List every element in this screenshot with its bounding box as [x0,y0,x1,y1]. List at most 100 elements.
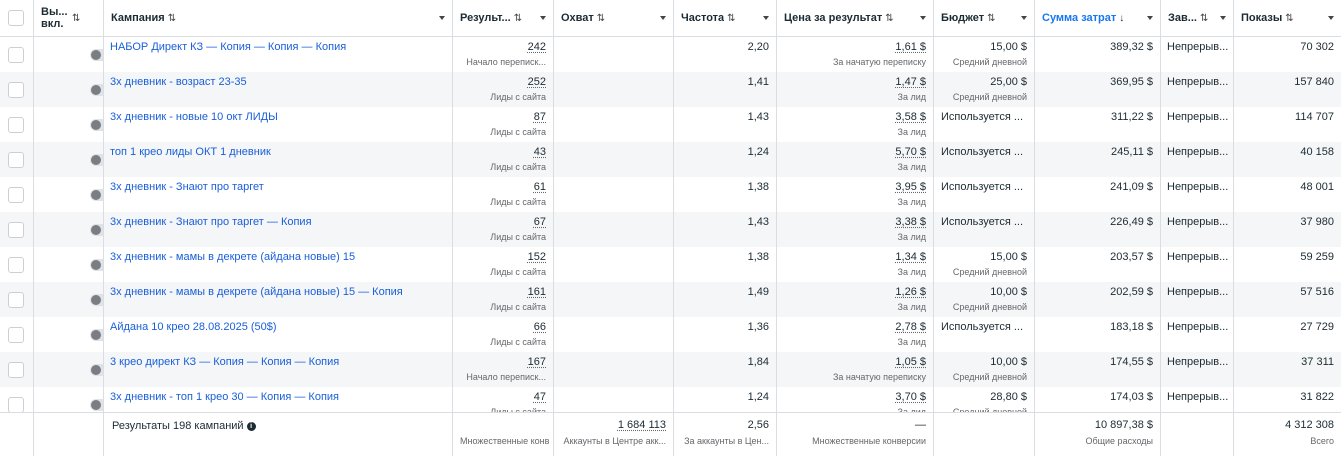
campaign-name-link[interactable]: 3х дневник - мамы в декрете (айдана новы… [110,251,355,263]
caret-down-icon[interactable] [1328,16,1334,20]
results-value[interactable]: 161 [528,286,546,298]
summary-reach-value[interactable]: 1 684 113 [618,419,666,431]
cpr-value[interactable]: 1,47 $ [895,76,926,88]
header-impressions[interactable]: Показы ⇅ [1234,0,1341,36]
campaign-toggle[interactable] [90,224,104,236]
results-value[interactable]: 87 [534,111,546,123]
caret-down-icon[interactable] [439,16,445,20]
results-value[interactable]: 252 [528,76,546,88]
campaign-name-link[interactable]: 3х дневник - топ 1 крео 30 — Копия — Коп… [110,391,339,403]
row-results-cell: 161 Лиды с сайта [453,282,554,317]
header-ends[interactable]: Зав... ⇅ [1161,0,1234,36]
table-row[interactable]: 3 крео директ КЗ — Копия — Копия — Копия… [0,352,1341,387]
results-value[interactable]: 43 [534,146,546,158]
info-icon[interactable]: i [247,422,256,431]
cpr-value[interactable]: 1,34 $ [895,251,926,263]
campaign-name-link[interactable]: 3х дневник - Знают про таргет [110,181,264,193]
row-checkbox[interactable] [8,397,24,413]
row-checkbox[interactable] [8,292,24,308]
campaign-toggle[interactable] [90,399,104,411]
results-value[interactable]: 61 [534,181,546,193]
campaign-name-link[interactable]: 3х дневник - Знают про таргет — Копия [110,216,312,228]
sort-arrows-icon[interactable]: ⇅ [72,13,80,24]
row-checkbox[interactable] [8,187,24,203]
campaign-toggle[interactable] [90,119,104,131]
sort-arrows-icon[interactable]: ⇅ [168,13,176,24]
caret-down-icon[interactable] [660,16,666,20]
row-checkbox[interactable] [8,152,24,168]
cpr-value[interactable]: 2,78 $ [895,321,926,333]
campaign-toggle[interactable] [90,364,104,376]
table-row[interactable]: 3х дневник - новые 10 окт ЛИДЫ 87 Лиды с с… [0,107,1341,142]
row-checkbox[interactable] [8,327,24,343]
row-checkbox[interactable] [8,47,24,63]
campaign-name-link[interactable]: топ 1 крео лиды ОКТ 1 дневник [110,146,271,158]
campaign-toggle[interactable] [90,49,104,61]
sort-arrows-icon[interactable]: ⇅ [514,13,522,24]
table-row[interactable]: топ 1 крео лиды ОКТ 1 дневник 43 Лиды с са… [0,142,1341,177]
header-budget[interactable]: Бюджет ⇅ [934,0,1035,36]
caret-down-icon[interactable] [1147,16,1153,20]
campaign-name-link[interactable]: Айдана 10 крео 28.08.2025 (50$) [110,321,277,333]
table-row[interactable]: НАБОР Директ КЗ — Копия — Копия — Копия 2… [0,37,1341,72]
results-value[interactable]: 242 [528,41,546,53]
campaign-toggle[interactable] [90,84,104,96]
sort-arrows-icon[interactable]: ⇅ [1285,13,1293,24]
campaign-toggle[interactable] [90,189,104,201]
header-cpr[interactable]: Цена за результат ⇅ [777,0,934,36]
sort-arrows-icon[interactable]: ⇅ [597,13,605,24]
table-row[interactable]: 3х дневник - Знают про таргет 61 Лиды с са… [0,177,1341,212]
campaign-name-link[interactable]: 3х дневник - мамы в декрете (айдана новы… [110,286,403,298]
campaign-toggle[interactable] [90,294,104,306]
header-frequency[interactable]: Частота ⇅ [674,0,777,36]
cpr-value[interactable]: 3,38 $ [895,216,926,228]
sort-arrows-icon[interactable]: ⇅ [885,13,893,24]
sort-arrows-icon[interactable]: ⇅ [987,13,995,24]
campaign-name-link[interactable]: НАБОР Директ КЗ — Копия — Копия — Копия [110,41,346,53]
results-value[interactable]: 47 [534,391,546,403]
campaign-toggle[interactable] [90,154,104,166]
campaign-name-link[interactable]: 3 крео директ КЗ — Копия — Копия — Копия [110,356,339,368]
campaign-toggle[interactable] [90,329,104,341]
header-toggle[interactable]: Вы... вкл. ⇅ [34,0,104,36]
header-spent[interactable]: Сумма затрат ↓ [1035,0,1161,36]
row-checkbox[interactable] [8,222,24,238]
row-checkbox[interactable] [8,257,24,273]
caret-down-icon[interactable] [763,16,769,20]
select-all-checkbox[interactable] [8,10,24,26]
caret-down-icon[interactable] [920,16,926,20]
cpr-value[interactable]: 1,61 $ [895,41,926,53]
sort-down-arrow-icon[interactable]: ↓ [1119,13,1124,24]
cpr-value[interactable]: 3,70 $ [895,391,926,403]
campaign-toggle[interactable] [90,259,104,271]
cpr-value[interactable]: 3,58 $ [895,111,926,123]
row-checkbox[interactable] [8,362,24,378]
select-all-cell[interactable] [0,0,34,36]
cpr-value[interactable]: 3,95 $ [895,181,926,193]
table-row[interactable]: 3х дневник - мамы в декрете (айдана новы… [0,247,1341,282]
table-row[interactable]: 3х дневник - мамы в декрете (айдана новы… [0,282,1341,317]
campaign-name-link[interactable]: 3х дневник - возраст 23-35 [110,76,247,88]
cpr-value[interactable]: 1,26 $ [895,286,926,298]
caret-down-icon[interactable] [1220,16,1226,20]
cpr-value[interactable]: 5,70 $ [895,146,926,158]
results-value[interactable]: 152 [528,251,546,263]
table-row[interactable]: 3х дневник - возраст 23-35 252 Лиды с сайт… [0,72,1341,107]
sort-arrows-icon[interactable]: ⇅ [1200,13,1208,24]
cpr-value[interactable]: 1,05 $ [895,356,926,368]
results-value[interactable]: 66 [534,321,546,333]
caret-down-icon[interactable] [1021,16,1027,20]
header-campaign[interactable]: Кампания ⇅ [104,0,453,36]
results-value[interactable]: 167 [528,356,546,368]
header-reach[interactable]: Охват ⇅ [554,0,674,36]
caret-down-icon[interactable] [540,16,546,20]
results-type: Лиды с сайта [490,267,546,277]
table-row[interactable]: Айдана 10 крео 28.08.2025 (50$) 66 Лиды с … [0,317,1341,352]
sort-arrows-icon[interactable]: ⇅ [727,13,735,24]
row-checkbox[interactable] [8,117,24,133]
table-row[interactable]: 3х дневник - Знают про таргет — Копия 67 Л… [0,212,1341,247]
campaign-name-link[interactable]: 3х дневник - новые 10 окт ЛИДЫ [110,111,278,123]
row-checkbox[interactable] [8,82,24,98]
header-results[interactable]: Результ... ⇅ [453,0,554,36]
results-value[interactable]: 67 [534,216,546,228]
